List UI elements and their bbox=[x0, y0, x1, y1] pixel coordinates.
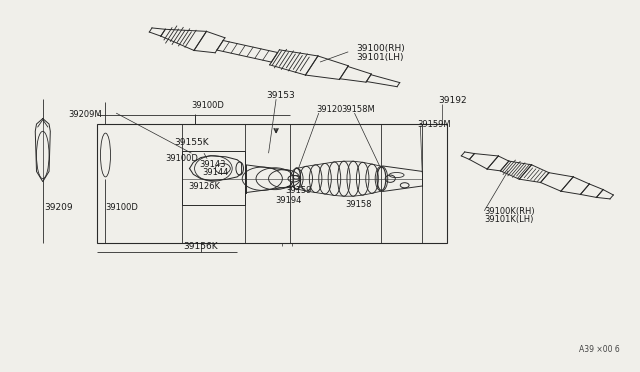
Text: 39158: 39158 bbox=[345, 200, 372, 209]
Text: 39100D: 39100D bbox=[106, 203, 138, 212]
Text: 39153: 39153 bbox=[267, 91, 296, 100]
Text: 39126K: 39126K bbox=[188, 182, 220, 191]
Bar bbox=[182, 151, 244, 205]
Text: 39101K(LH): 39101K(LH) bbox=[484, 215, 534, 224]
Text: 39100D: 39100D bbox=[191, 101, 224, 110]
Text: 39209M: 39209M bbox=[68, 110, 102, 119]
Text: 39159M: 39159M bbox=[417, 119, 451, 128]
Text: 39120: 39120 bbox=[316, 105, 342, 114]
Text: 39159: 39159 bbox=[285, 186, 312, 195]
Text: 39101(LH): 39101(LH) bbox=[356, 53, 404, 62]
Text: A39 ×00 6: A39 ×00 6 bbox=[579, 345, 620, 354]
Text: 39156K: 39156K bbox=[183, 242, 218, 251]
Text: 39100K(RH): 39100K(RH) bbox=[484, 207, 535, 216]
Text: 39100(RH): 39100(RH) bbox=[356, 44, 405, 53]
Text: 39143: 39143 bbox=[200, 160, 226, 169]
Text: 39192: 39192 bbox=[438, 96, 467, 105]
Text: 39155K: 39155K bbox=[175, 138, 209, 147]
Text: 39158M: 39158M bbox=[341, 105, 375, 114]
Text: 39144: 39144 bbox=[203, 169, 229, 177]
Text: 39100D: 39100D bbox=[165, 154, 198, 163]
Text: 39194: 39194 bbox=[275, 196, 301, 205]
Text: 39209: 39209 bbox=[44, 203, 73, 212]
Bar bbox=[97, 124, 447, 243]
